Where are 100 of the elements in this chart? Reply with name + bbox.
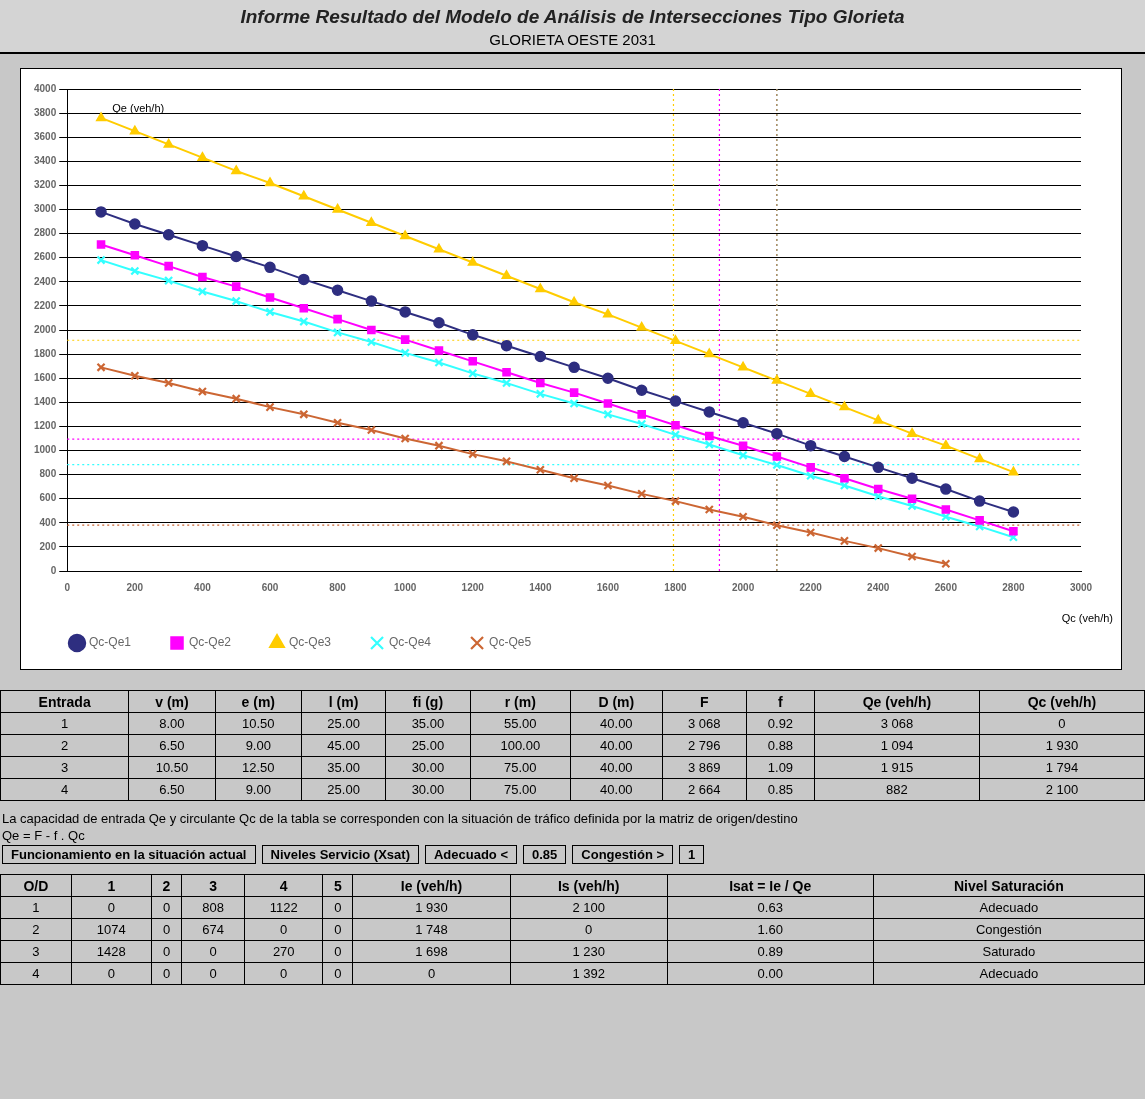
text: r (m) — [470, 690, 571, 713]
text: 40.00 — [570, 756, 663, 779]
text: 2 100 — [510, 896, 668, 919]
text: 1074 — [71, 918, 152, 941]
chart-subtitle: GLORIETA OESTE 2031 — [488, 31, 657, 48]
text: 0 — [322, 896, 353, 919]
text: 75.00 — [470, 778, 571, 801]
y-tick-label: 2000 — [34, 323, 57, 335]
y-tick-label: 3000 — [34, 203, 57, 215]
text: 1 915 — [814, 756, 980, 779]
text: 2 796 — [662, 734, 747, 757]
x-tick-label: 1400 — [529, 581, 552, 593]
x-tick-label: 800 — [329, 581, 347, 593]
text: 2 — [0, 734, 129, 757]
text: 0 — [244, 918, 323, 941]
text: 35.00 — [301, 756, 386, 779]
text: Funcionamiento en la situación actual — [2, 845, 256, 864]
text: 0.89 — [667, 940, 874, 963]
y-tick-label: 1600 — [34, 371, 57, 383]
text: 4 — [0, 778, 129, 801]
text: 1.60 — [667, 918, 874, 941]
text: 0 — [151, 896, 182, 919]
y-tick-label: 3600 — [34, 130, 57, 142]
text: Ie (veh/h) — [352, 874, 511, 897]
text: 40.00 — [570, 712, 663, 735]
legend-label: Qc-Qe1 — [89, 635, 132, 650]
text: fi (g) — [385, 690, 471, 713]
legend-label: Qc-Qe5 — [489, 635, 532, 650]
text: 35.00 — [385, 712, 471, 735]
text: 1 — [0, 712, 129, 735]
y-tick-label: 2600 — [34, 251, 57, 263]
text: 1 094 — [814, 734, 980, 757]
x-tick-label: 1800 — [664, 581, 688, 593]
text: 30.00 — [385, 778, 471, 801]
y-tick-label: 400 — [39, 516, 57, 528]
y-tick-label: 3200 — [34, 179, 57, 191]
text: 0.63 — [667, 896, 874, 919]
text: La capacidad de entrada Qe y circulante Qc de la tabla se corresponden con la situación de tráfico definida por la matriz de origen/destino — [2, 811, 799, 826]
text: 2 — [151, 874, 182, 897]
text: Is (veh/h) — [510, 874, 668, 897]
text: 4 — [244, 874, 323, 897]
text: 0 — [181, 940, 245, 963]
chart-title: Informe Resultado del Modelo de Análisis de Intersecciones Tipo Glorieta — [239, 6, 906, 28]
text: 3 — [0, 756, 129, 779]
y-tick-label: 800 — [39, 468, 57, 480]
text: 45.00 — [301, 734, 386, 757]
text: 0 — [151, 940, 182, 963]
text: Qc (veh/h) — [979, 690, 1145, 713]
text: 0 — [151, 962, 182, 985]
text: 808 — [181, 896, 245, 919]
text: Adecuado < — [424, 845, 518, 864]
text: 25.00 — [385, 734, 471, 757]
text: 0.85 — [523, 845, 567, 864]
text: Isat = Ie / Qe — [667, 874, 874, 897]
text: Adecuado — [873, 962, 1145, 985]
legend-label: Qc-Qe3 — [289, 635, 332, 650]
x-tick-label: 200 — [126, 581, 144, 593]
text: 0 — [244, 962, 323, 985]
text: f — [746, 690, 815, 713]
y-axis-title: Qe (veh/h) — [112, 102, 165, 115]
x-tick-label: 400 — [194, 581, 212, 593]
legend-label: Qc-Qe2 — [189, 635, 232, 650]
text: 1122 — [244, 896, 323, 919]
text: Saturado — [873, 940, 1145, 963]
text: 0.88 — [746, 734, 815, 757]
text: 1 748 — [352, 918, 511, 941]
x-tick-label: 2200 — [799, 581, 823, 593]
text: v (m) — [128, 690, 216, 713]
text: 1428 — [71, 940, 152, 963]
y-tick-label: 1800 — [34, 347, 57, 359]
text: 674 — [181, 918, 245, 941]
text: 9.00 — [215, 734, 302, 757]
x-tick-label: 2000 — [731, 581, 755, 593]
y-tick-label: 0 — [50, 564, 57, 576]
legend-label: Qc-Qe4 — [389, 635, 432, 650]
text: 1 930 — [979, 734, 1145, 757]
text: 3 — [181, 874, 245, 897]
x-tick-label: 2800 — [1002, 581, 1025, 593]
y-tick-label: 2200 — [34, 299, 57, 311]
text: 0 — [322, 962, 353, 985]
text: Congestión > — [572, 845, 674, 864]
y-tick-label: 200 — [39, 540, 57, 552]
y-tick-label: 3400 — [34, 155, 57, 167]
text: 1 — [0, 896, 72, 919]
text: 0 — [352, 962, 511, 985]
text: 270 — [244, 940, 323, 963]
text: 0 — [322, 940, 353, 963]
y-tick-label: 1400 — [34, 396, 57, 408]
text: Congestión — [873, 918, 1145, 941]
text: 3 068 — [814, 712, 980, 735]
y-tick-label: 1200 — [34, 420, 57, 432]
text: 1 930 — [352, 896, 511, 919]
text: 1 392 — [510, 962, 668, 985]
x-tick-label: 0 — [64, 581, 71, 593]
text: 1.09 — [746, 756, 815, 779]
text: 3 — [0, 940, 72, 963]
text: 25.00 — [301, 712, 386, 735]
text: 1 230 — [510, 940, 668, 963]
text: 5 — [322, 874, 353, 897]
text: 0 — [979, 712, 1145, 735]
